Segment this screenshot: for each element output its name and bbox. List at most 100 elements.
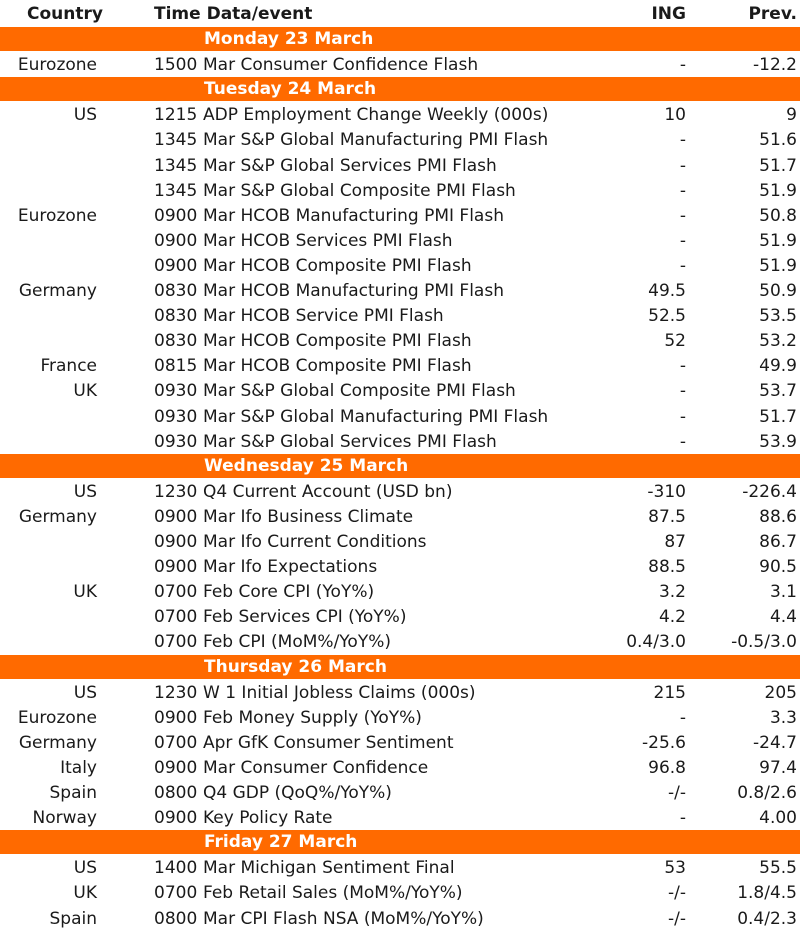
row-time: 0700 [154,732,198,753]
day-label: Wednesday 25 March [204,455,409,476]
row-time: 1345 [154,180,198,201]
row-ing-forecast: - [679,707,686,728]
row-ing-forecast: 49.5 [648,281,686,301]
row-event: Mar Ifo Current Conditions [203,532,427,552]
row-ing-forecast: 87.5 [648,506,686,527]
row-event: Key Policy Rate [203,808,333,829]
row-previous: 51.9 [759,180,797,201]
row-time: 0930 [154,431,198,452]
row-ing-forecast: 87 [664,532,686,552]
row-event: W 1 Initial Jobless Claims (000s) [203,682,476,703]
row-country: Germany [18,732,97,753]
row-event: Feb CPI (MoM%/YoY%) [203,632,391,653]
day-header: Friday 27 March [0,831,800,855]
row-ing-forecast: -/- [668,783,686,803]
row-previous: 88.6 [759,506,797,527]
table-row: 1345 Mar S&P Global Manufacturing PMI Fla… [0,128,800,153]
table-row: 0930 Mar S&P Global Manufacturing PMI Fla… [0,405,800,430]
day-header: Thursday 26 March [0,655,800,679]
day-header: Wednesday 25 March [0,454,800,478]
table-row: Spain 0800 Q4 GDP (QoQ%/YoY%) -/- 0.8/2.6 [0,781,800,806]
row-event: Q4 GDP (QoQ%/YoY%) [203,783,392,803]
row-ing-forecast: - [679,406,686,427]
row-previous: 51.7 [759,155,797,176]
row-ing-forecast: 10 [664,105,686,126]
row-ing-forecast: - [679,155,686,176]
row-event: Mar S&P Global Manufacturing PMI Flash [203,130,549,151]
table-row: UK 0700 Feb Core CPI (YoY%) 3.2 3.1 [0,580,800,605]
row-time: 0900 [154,757,198,778]
row-time: 0700 [154,582,198,603]
table-row: 0700 Feb CPI (MoM%/YoY%) 0.4/3.0 -0.5/3.0 [0,630,800,655]
row-time: 0700 [154,632,198,653]
row-previous: 90.5 [759,557,797,578]
row-previous: 51.6 [759,130,797,151]
row-ing-forecast: 96.8 [648,757,686,778]
row-time: 0900 [154,506,198,527]
table-row: Eurozone 0900 Mar HCOB Manufacturing PMI F… [0,204,800,229]
row-ing-forecast: - [679,55,686,76]
row-time: 0800 [154,908,198,929]
table-row: 0700 Feb Services CPI (YoY%) 4.2 4.4 [0,605,800,630]
table-row: Norway 0900 Key Policy Rate - 4.00 [0,806,800,831]
row-country: Germany [18,506,97,527]
row-ing-forecast: 52.5 [648,306,686,327]
row-country: UK [73,381,97,402]
row-ing-forecast: - [679,205,686,226]
table-row: US 1215 ADP Employment Change Weekly (000s… [0,103,800,128]
row-event: Mar HCOB Composite PMI Flash [203,356,472,377]
row-country: Eurozone [17,55,97,76]
row-country: Eurozone [17,205,97,226]
row-time: 1230 [154,481,198,502]
row-time: 0800 [154,783,198,803]
day-label: Tuesday 24 March [204,79,377,100]
row-country: UK [73,582,97,603]
row-time: 0900 [154,808,198,829]
row-time: 0900 [154,557,198,578]
row-event: Apr GfK Consumer Sentiment [203,732,454,753]
row-country: Spain [49,908,98,929]
row-previous: 53.7 [759,381,797,402]
row-previous: -12.2 [753,55,797,76]
row-previous: 51.9 [759,255,797,276]
row-country: Norway [32,808,98,829]
row-time: 0900 [154,230,198,251]
row-previous: 97.4 [759,757,797,778]
row-time: 0700 [154,883,198,904]
table-header: Country Time Data/event ING Prev. [0,0,800,28]
table-row: 0900 Mar Ifo Current Conditions 87 86.7 [0,530,800,555]
row-event: Mar HCOB Composite PMI Flash [203,331,472,352]
table-row: UK 0930 Mar S&P Global Composite PMI Flash… [0,379,800,404]
row-ing-forecast: 3.2 [658,582,686,603]
row-previous: 205 [764,682,797,703]
row-time: 1500 [154,55,198,76]
row-event: Feb Money Supply (YoY%) [203,707,422,728]
row-event: Mar HCOB Composite PMI Flash [203,255,472,276]
day-label: Thursday 26 March [204,656,387,677]
row-event: Feb Retail Sales (MoM%/YoY%) [203,883,463,904]
row-previous: 3.3 [769,707,797,728]
table-row: 0930 Mar S&P Global Services PMI Flash - 53… [0,430,800,455]
row-previous: 53.2 [759,331,797,352]
row-time: 0830 [154,331,198,352]
row-previous: 53.5 [759,306,797,327]
row-ing-forecast: - [679,230,686,251]
day-header: Tuesday 24 March [0,78,800,102]
header-time-event: Time Data/event [154,4,313,24]
row-event: Mar HCOB Manufacturing PMI Flash [203,205,504,226]
table-row: Spain 0800 Mar CPI Flash NSA (MoM%/YoY%) -/… [0,907,800,932]
row-ing-forecast: - [679,431,686,452]
row-event: Mar Ifo Expectations [203,557,378,578]
row-ing-forecast: - [679,180,686,201]
table-row: US 1230 Q4 Current Account (USD bn) -310 -22… [0,480,800,505]
row-country: US [73,858,97,879]
row-time: 0900 [154,255,198,276]
row-previous: 49.9 [759,356,797,377]
row-ing-forecast: 52 [664,331,686,352]
row-country: Italy [60,757,97,778]
row-event: Mar S&P Global Manufacturing PMI Flash [203,406,549,427]
row-event: Mar Consumer Confidence Flash [203,55,479,76]
table-row: Eurozone 1500 Mar Consumer Confidence Flas… [0,53,800,78]
row-previous: 55.5 [759,858,797,879]
